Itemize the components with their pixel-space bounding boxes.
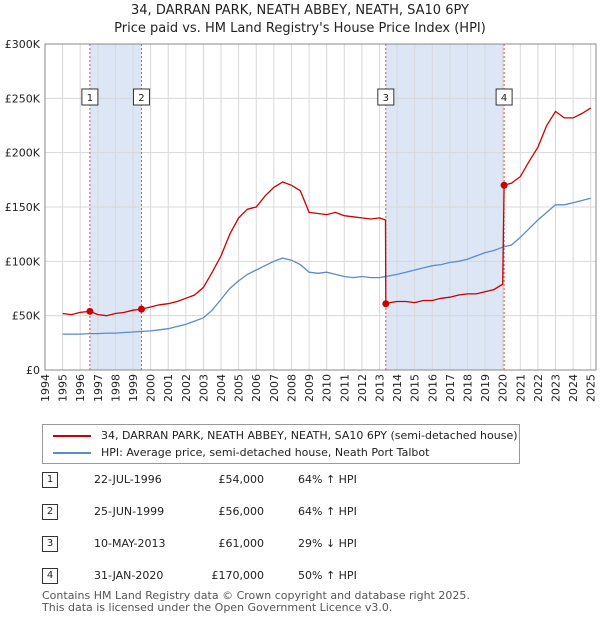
x-tick-label: 2008 [285,374,298,402]
sale-row: 1 22-JUL-1996 £54,000 64% ↑ HPI [42,470,582,490]
x-tick-label: 2019 [479,374,492,402]
y-tick-label: £0 [26,364,40,377]
sale-marker-label: 3 [383,93,389,104]
x-tick-label: 2017 [444,374,457,402]
sale-point [500,181,508,189]
y-tick-label: £250K [5,92,41,105]
sale-point [86,307,94,315]
sale-marker-box [132,88,150,106]
x-tick-label: 1994 [39,374,52,402]
plot-border [44,43,597,371]
x-tick-label: 2002 [180,374,193,402]
x-tick-label: 1995 [57,374,70,402]
sale-number: 4 [42,568,58,584]
x-tick-label: 2003 [197,374,210,402]
title-line-1: 34, DARRAN PARK, NEATH ABBEY, NEATH, SA1… [131,3,469,18]
x-tick-label: 2013 [373,374,386,402]
x-tick-label: 2006 [250,374,263,402]
x-tick-label: 2015 [409,374,422,402]
sale-marker-box [377,88,395,106]
sale-price: £56,000 [218,505,265,518]
sale-row: 2 25-JUN-1999 £56,000 64% ↑ HPI [42,502,582,522]
sale-point [382,300,390,308]
footer: Contains HM Land Registry data © Crown c… [42,590,470,614]
y-tick-label: £300K [5,38,41,51]
legend-swatch-property [53,435,91,437]
sale-date: 25-JUN-1999 [94,505,165,518]
sale-price: £170,000 [211,569,265,582]
property-price-line [62,107,592,317]
x-tick-label: 2018 [461,374,474,402]
legend-item-property: 34, DARRAN PARK, NEATH ABBEY, NEATH, SA1… [53,428,518,444]
x-tick-label: 2009 [303,374,316,402]
x-tick-label: 2010 [321,374,334,402]
y-tick-label: £50K [12,310,41,323]
x-tick-label: 2022 [532,374,545,402]
x-tick-label: 2000 [145,374,158,402]
x-tick-label: 1996 [74,374,87,402]
x-tick-label: 2011 [338,374,351,402]
legend-label-property: 34, DARRAN PARK, NEATH ABBEY, NEATH, SA1… [101,429,518,442]
x-tick-label: 2023 [550,374,563,402]
sale-row: 4 31-JAN-2020 £170,000 50% ↑ HPI [42,566,582,586]
chart-title: 34, DARRAN PARK, NEATH ABBEY, NEATH, SA1… [0,2,600,38]
sale-hpi-diff: 64% ↑ HPI [298,473,357,486]
sale-point [137,305,145,313]
sale-hpi-diff: 29% ↓ HPI [298,537,357,550]
legend-label-hpi: HPI: Average price, semi-detached house,… [101,446,430,459]
y-tick-label: £100K [5,255,41,268]
sale-price: £54,000 [218,473,265,486]
x-tick-label: 1999 [127,374,140,402]
y-tick-label: £200K [5,147,41,160]
sale-row: 3 10-MAY-2013 £61,000 29% ↓ HPI [42,534,582,554]
x-tick-label: 2005 [233,374,246,402]
legend-swatch-hpi [53,452,91,454]
sale-price: £61,000 [218,537,265,550]
sale-marker-label: 1 [87,93,93,104]
x-tick-label: 2007 [268,374,281,402]
sale-hpi-diff: 64% ↑ HPI [298,505,357,518]
sale-marker-label: 2 [138,93,144,104]
sale-number: 2 [42,504,58,520]
x-tick-label: 2025 [585,374,598,402]
footer-licence: This data is licensed under the Open Gov… [42,601,393,614]
sale-marker-box [495,88,513,106]
sale-number: 3 [42,536,58,552]
x-tick-label: 1997 [92,374,105,402]
price-chart: £0 £50K £100K £150K £200K £250K £300K 1994 1995 1… [5,38,598,402]
legend: 34, DARRAN PARK, NEATH ABBEY, NEATH, SA1… [42,424,520,464]
x-tick-label: 2012 [356,374,369,402]
footer-copyright: Contains HM Land Registry data © Crown c… [42,589,470,602]
x-tick-label: 2024 [567,374,580,402]
x-tick-label: 2001 [162,374,175,402]
title-line-2: Price paid vs. HM Land Registry's House … [114,21,486,36]
x-tick-label: 2016 [426,374,439,402]
sale-date: 22-JUL-1996 [94,473,162,486]
x-tick-label: 2020 [497,374,510,402]
sale-number: 1 [42,472,58,488]
x-tick-label: 2014 [391,374,404,402]
sale-marker-label: 4 [501,93,507,104]
sale-hpi-diff: 50% ↑ HPI [298,569,357,582]
y-tick-label: £150K [5,201,41,214]
sale-marker-box [81,88,99,106]
sale-date: 10-MAY-2013 [94,537,166,550]
sale-date: 31-JAN-2020 [94,569,164,582]
x-tick-label: 2004 [215,374,228,402]
x-tick-label: 2021 [514,374,527,402]
x-tick-label: 1998 [109,374,122,402]
legend-item-hpi: HPI: Average price, semi-detached house,… [53,445,429,461]
